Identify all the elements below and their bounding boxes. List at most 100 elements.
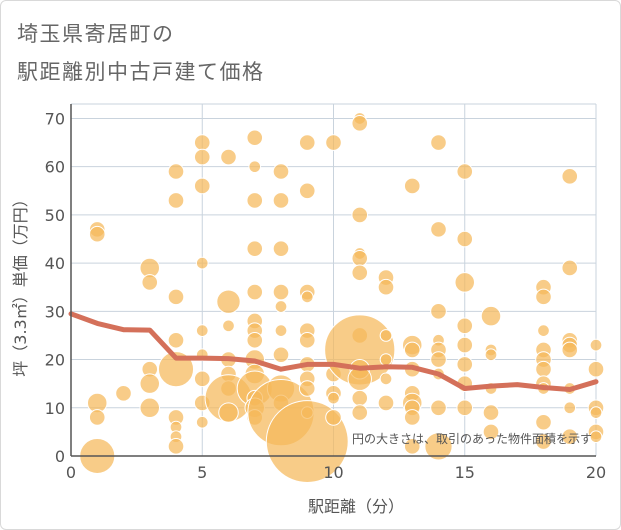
y-tick-label: 10 — [45, 399, 65, 418]
y-axis-label: 坪（3.3㎡）単価（万円） — [11, 191, 30, 376]
tick-labels: 0 10 20 30 40 50 60 70 0 5 10 15 20 — [45, 109, 607, 482]
data-point — [351, 389, 369, 407]
data-point — [351, 264, 369, 282]
axes — [70, 104, 596, 457]
data-point — [482, 404, 500, 421]
data-point — [193, 148, 211, 166]
data-point — [424, 432, 453, 461]
data-point — [351, 404, 369, 421]
data-point — [195, 415, 209, 429]
data-point — [561, 259, 579, 277]
x-tick-label: 5 — [197, 463, 207, 482]
data-point — [587, 360, 605, 378]
bubble-layer — [79, 112, 605, 483]
data-point — [139, 397, 160, 419]
data-point — [563, 401, 577, 415]
data-point — [403, 177, 421, 195]
data-point — [272, 283, 290, 301]
data-point — [403, 341, 421, 359]
data-point — [456, 356, 474, 373]
data-point — [246, 192, 264, 209]
data-point — [403, 409, 421, 426]
data-point — [220, 148, 237, 166]
average-line-layer — [68, 311, 599, 392]
data-point — [535, 413, 552, 431]
data-point — [167, 288, 185, 306]
data-point — [430, 399, 447, 417]
data-point — [195, 256, 209, 270]
data-point — [589, 406, 603, 419]
y-tick-label: 50 — [45, 206, 65, 225]
data-point — [430, 351, 447, 368]
data-point — [88, 225, 106, 243]
data-point — [456, 399, 474, 417]
data-point — [246, 331, 264, 349]
data-point — [589, 430, 603, 444]
data-point — [456, 230, 474, 248]
data-point — [456, 336, 474, 354]
data-point — [216, 289, 241, 314]
data-point — [139, 373, 160, 394]
chart-title-line2: 駅距離別中古戸建て価格 — [17, 60, 265, 84]
data-point — [246, 129, 264, 147]
y-tick-label: 20 — [45, 351, 65, 370]
data-point — [561, 341, 579, 359]
data-point — [480, 305, 502, 327]
y-tick-label: 30 — [45, 302, 65, 321]
data-point — [561, 428, 579, 446]
x-tick-label: 20 — [586, 463, 606, 482]
data-point — [272, 192, 290, 209]
data-point — [298, 182, 316, 200]
data-point — [272, 163, 290, 180]
data-point — [274, 300, 288, 313]
data-point — [379, 353, 393, 366]
data-point — [222, 319, 235, 333]
data-point — [377, 278, 395, 296]
data-point — [454, 272, 475, 293]
data-point — [430, 303, 447, 320]
data-point — [430, 134, 447, 151]
y-tick-label: 60 — [45, 158, 65, 177]
data-point — [298, 380, 316, 397]
data-point — [193, 177, 211, 195]
data-point — [141, 274, 159, 291]
data-point — [351, 250, 369, 267]
data-point — [167, 192, 185, 209]
chart-title-line1: 埼玉県寄居町の — [17, 22, 175, 46]
data-point — [327, 391, 340, 405]
data-point — [537, 324, 550, 337]
data-point — [248, 160, 262, 174]
data-point — [377, 394, 395, 412]
data-point — [561, 168, 579, 185]
data-point — [535, 360, 552, 378]
data-point — [325, 134, 342, 151]
data-point — [484, 348, 498, 362]
x-tick-label: 15 — [455, 463, 475, 482]
y-tick-label: 70 — [45, 109, 65, 128]
data-point — [430, 221, 447, 238]
data-point — [167, 438, 185, 455]
data-point — [298, 134, 316, 151]
data-point — [535, 288, 552, 306]
data-point — [115, 385, 132, 402]
data-point — [351, 114, 369, 132]
x-tick-label: 10 — [323, 463, 343, 482]
y-tick-label: 40 — [45, 254, 65, 273]
x-tick-label: 0 — [66, 463, 76, 482]
data-point — [246, 240, 264, 257]
average-price-line — [68, 311, 599, 392]
data-point — [272, 240, 290, 257]
data-point — [167, 163, 185, 180]
y-tick-label: 0 — [55, 447, 65, 466]
data-point — [351, 206, 369, 224]
data-point — [272, 346, 290, 364]
x-axis-label: 駅距離（分） — [308, 497, 404, 516]
data-point — [535, 433, 552, 450]
data-point — [274, 324, 288, 337]
data-point — [300, 290, 314, 304]
data-point — [246, 283, 264, 301]
data-point — [195, 324, 209, 337]
data-point — [456, 317, 474, 335]
data-point — [218, 402, 239, 423]
